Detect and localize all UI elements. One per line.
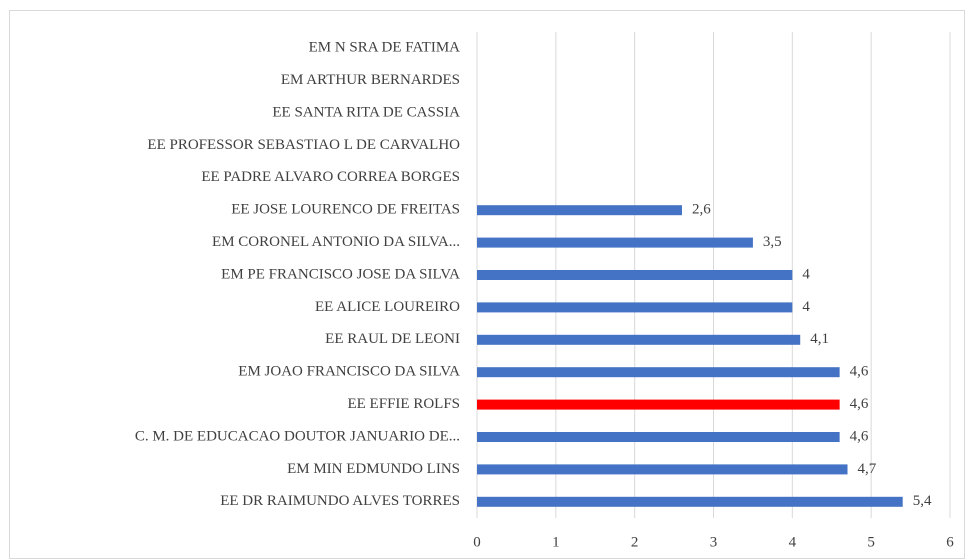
chart-border xyxy=(9,10,965,559)
y-tick-label: EE PADRE ALVARO CORREA BORGES xyxy=(201,169,460,185)
y-tick-label: EE RAUL DE LEONI xyxy=(325,331,460,347)
data-label: 5,4 xyxy=(913,493,932,509)
y-tick-label: EE EFFIE ROLFS xyxy=(347,396,460,412)
bar xyxy=(477,302,793,313)
bar xyxy=(477,205,682,216)
bar xyxy=(477,496,903,507)
y-tick-label: EM ARTHUR BERNARDES xyxy=(281,72,460,88)
y-tick-label: EE DR RAIMUNDO ALVES TORRES xyxy=(220,493,460,509)
x-tick-label: 3 xyxy=(710,534,718,550)
y-tick-label: EE SANTA RITA DE CASSIA xyxy=(272,104,460,120)
y-tick-label: EM N SRA DE FATIMA xyxy=(309,40,461,56)
y-tick-label: EM CORONEL ANTONIO DA SILVA... xyxy=(212,234,460,250)
bar xyxy=(477,367,840,378)
data-label: 4 xyxy=(802,266,810,282)
y-tick-label: EE ALICE LOUREIRO xyxy=(315,299,460,315)
bar xyxy=(477,334,801,345)
data-label: 3,5 xyxy=(763,234,782,250)
bar xyxy=(477,432,840,442)
y-tick-label: EM PE FRANCISCO JOSE DA SILVA xyxy=(221,266,460,282)
data-label: 4,6 xyxy=(850,428,869,444)
x-tick-label: 5 xyxy=(867,534,875,550)
data-label: 4,1 xyxy=(810,331,829,347)
data-label: 4 xyxy=(802,299,810,315)
y-tick-label: EM MIN EDMUNDO LINS xyxy=(287,461,460,477)
y-tick-label: EM JOAO FRANCISCO DA SILVA xyxy=(238,364,460,380)
bar xyxy=(477,464,848,475)
bar xyxy=(477,237,753,248)
data-label: 4,6 xyxy=(850,396,869,412)
bar xyxy=(477,399,840,410)
x-tick-label: 1 xyxy=(552,534,560,550)
data-label: 4,6 xyxy=(850,364,869,380)
data-label: 4,7 xyxy=(858,461,877,477)
x-tick-label: 6 xyxy=(946,534,954,550)
y-tick-label: C. M. DE EDUCACAO DOUTOR JANUARIO DE... xyxy=(135,428,460,444)
y-tick-label: EE PROFESSOR SEBASTIAO L DE CARVALHO xyxy=(147,137,460,153)
x-tick-label: 2 xyxy=(631,534,639,550)
x-tick-label: 4 xyxy=(789,534,797,550)
y-tick-label: EE JOSE LOURENCO DE FREITAS xyxy=(231,202,460,218)
data-label: 2,6 xyxy=(692,202,711,218)
bar xyxy=(477,270,793,280)
x-tick-label: 0 xyxy=(473,534,481,550)
